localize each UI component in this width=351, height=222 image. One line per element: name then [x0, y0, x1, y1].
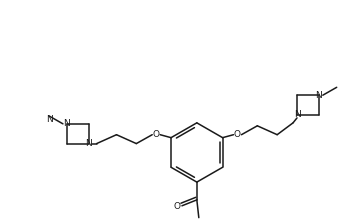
Text: O: O: [153, 130, 160, 139]
Text: N: N: [64, 119, 70, 128]
Text: N: N: [316, 91, 322, 100]
Text: O: O: [174, 202, 181, 211]
Text: N: N: [294, 111, 300, 119]
Text: N: N: [46, 115, 52, 124]
Text: N: N: [85, 139, 92, 148]
Text: O: O: [234, 130, 241, 139]
